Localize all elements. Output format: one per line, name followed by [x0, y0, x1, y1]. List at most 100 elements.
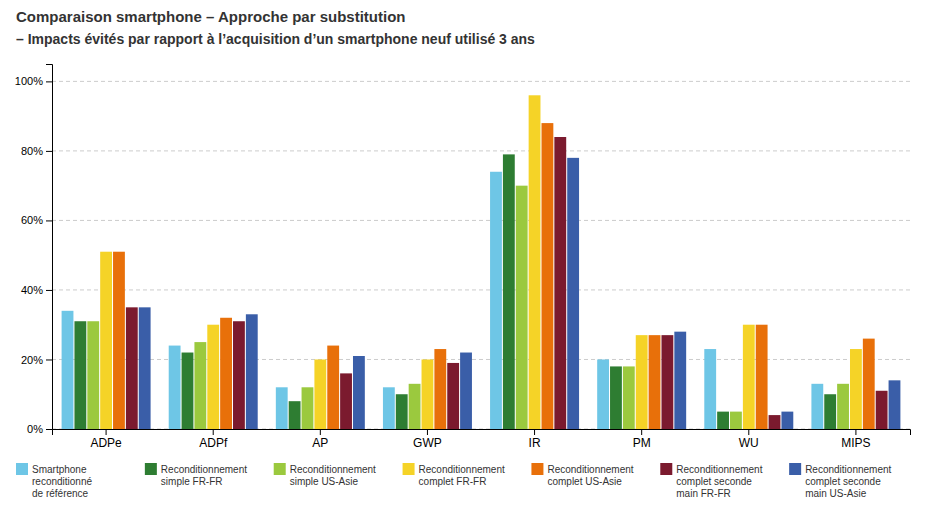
- legend-swatch: [274, 463, 286, 475]
- bar-series: [113, 123, 875, 429]
- bar: [100, 252, 112, 429]
- bar: [597, 359, 609, 429]
- grid-line: [52, 150, 910, 151]
- bar: [194, 342, 206, 429]
- bar: [889, 380, 901, 429]
- x-tick: ADPf: [199, 429, 228, 450]
- bar: [661, 335, 673, 429]
- bar: [233, 321, 245, 429]
- x-tick-label: MIPS: [841, 436, 870, 450]
- y-tick: 0%: [27, 423, 52, 435]
- legend-item: Reconditionnementsimple FR-FR: [145, 463, 247, 487]
- y-axis-line: [46, 65, 53, 430]
- legend-label-line: Reconditionnement: [161, 464, 247, 475]
- x-tick: WU: [739, 429, 759, 450]
- x-tick: GWP: [413, 429, 442, 450]
- bar: [139, 307, 151, 429]
- y-tick-label: 80%: [21, 145, 43, 157]
- y-tick: 20%: [21, 353, 52, 365]
- bar: [649, 335, 661, 429]
- x-tick-mark: [534, 429, 535, 435]
- bar: [781, 412, 793, 429]
- x-tick-mark: [213, 429, 214, 435]
- x-tick: ADPe: [90, 429, 122, 450]
- bar: [169, 346, 181, 429]
- legend-label: Reconditionnementcomplet US-Asie: [547, 464, 633, 487]
- legend-label: Reconditionnementsimple US-Asie: [290, 464, 376, 487]
- bar: [876, 391, 888, 429]
- bar: [704, 349, 716, 429]
- legend-label-line: main FR-FR: [676, 488, 730, 499]
- bar: [276, 387, 288, 429]
- y-tick-label: 40%: [21, 284, 43, 296]
- bar: [289, 401, 301, 429]
- y-tick-label: 20%: [21, 353, 43, 365]
- legend-item: Reconditionnementcomplet FR-FR: [403, 463, 505, 487]
- y-tick: 60%: [21, 214, 52, 226]
- legend-label: Reconditionnementcomplet secondemain US-…: [805, 464, 891, 499]
- legend-label-line: Smartphone: [32, 464, 87, 475]
- x-tick-label: ADPf: [199, 436, 228, 450]
- legend-swatch: [145, 463, 157, 475]
- x-tick-label: WU: [739, 436, 759, 450]
- bar-series: [139, 158, 901, 429]
- legend-item: Reconditionnementcomplet secondemain US-…: [789, 463, 891, 499]
- y-tick-mark: [46, 359, 52, 360]
- bar: [717, 412, 729, 429]
- bar: [113, 252, 125, 429]
- legend-label: Reconditionnementsimple FR-FR: [161, 464, 247, 487]
- bar-series: [62, 172, 824, 429]
- legend-swatch: [660, 463, 672, 475]
- bar: [567, 158, 579, 429]
- x-tick-label: GWP: [413, 436, 442, 450]
- x-tick: MIPS: [841, 429, 870, 450]
- legend-label-line: Reconditionnement: [805, 464, 891, 475]
- bar: [756, 325, 768, 429]
- bar: [850, 349, 862, 429]
- legend: Smartphonereconditionnéde référenceRecon…: [16, 463, 892, 499]
- legend-label-line: reconditionné: [32, 476, 92, 487]
- legend-swatch: [16, 463, 28, 475]
- x-tick: IR: [529, 429, 541, 450]
- bar: [490, 172, 502, 429]
- y-tick: 40%: [21, 284, 52, 296]
- bar: [824, 394, 836, 429]
- legend-swatch: [789, 463, 801, 475]
- legend-label-line: Reconditionnement: [676, 464, 762, 475]
- bar: [610, 366, 622, 429]
- grid: [52, 81, 910, 429]
- y-tick: 80%: [21, 145, 52, 157]
- x-tick: AP: [312, 429, 328, 450]
- bar: [314, 359, 326, 429]
- bar: [811, 384, 823, 429]
- bar: [220, 318, 232, 429]
- y-tick-mark: [46, 81, 52, 82]
- y-tick-label: 100%: [15, 75, 43, 87]
- bar: [62, 311, 74, 429]
- legend-swatch: [403, 463, 415, 475]
- bar: [837, 384, 849, 429]
- x-tick-label: IR: [529, 436, 541, 450]
- x-tick-label: PM: [633, 436, 651, 450]
- x-tick-label: ADPe: [90, 436, 122, 450]
- x-axis: ADPe ADPf AP GWP IR PM WU MIPS: [53, 429, 911, 450]
- legend-label-line: complet FR-FR: [419, 476, 487, 487]
- bar: [207, 325, 219, 429]
- bar: [529, 95, 541, 429]
- bar: [503, 154, 515, 429]
- bar: [542, 123, 554, 429]
- y-tick-label: 60%: [21, 214, 43, 226]
- x-tick-mark: [855, 429, 856, 435]
- y-tick-mark: [46, 290, 52, 291]
- y-tick-label: 0%: [27, 423, 43, 435]
- bar: [623, 366, 635, 429]
- bar: [74, 321, 86, 429]
- legend-label-line: complet seconde: [805, 476, 881, 487]
- subtitle: – Impacts évités par rapport à l’acquisi…: [16, 31, 535, 47]
- bar: [340, 373, 352, 429]
- title: Comparaison smartphone – Approche par su…: [16, 8, 406, 25]
- legend-label-line: Reconditionnement: [547, 464, 633, 475]
- grid-line: [52, 220, 910, 221]
- legend-item: Reconditionnementcomplet US-Asie: [531, 463, 633, 487]
- bar-series: [126, 137, 888, 429]
